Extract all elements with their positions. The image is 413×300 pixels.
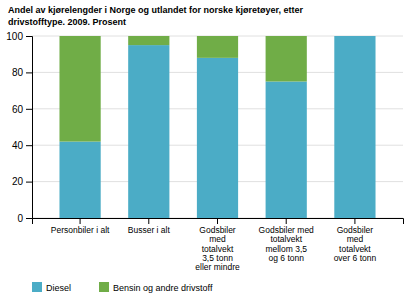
tick: Personbiler i alt (51, 218, 110, 235)
bar (334, 36, 375, 218)
tick-label-line: og 6 tonn (268, 253, 304, 263)
bar (266, 36, 307, 82)
tick: 40 (12, 140, 32, 151)
tick: 80 (12, 67, 32, 78)
tick: 20 (12, 176, 32, 187)
tick-mark (26, 145, 32, 146)
bar (128, 36, 169, 45)
bars (59, 36, 375, 218)
bar (334, 36, 375, 37)
tick: 0 (17, 213, 32, 224)
tick: Busser i alt (128, 218, 171, 235)
axis-line (26, 37, 33, 219)
tick-label: 80 (12, 67, 24, 78)
tick-label: Busser i alt (128, 225, 171, 235)
tick-mark (217, 218, 218, 224)
series (59, 36, 306, 142)
bar (197, 58, 238, 218)
chart: Andel av kjørelengder i Norge og utlande… (0, 0, 413, 300)
tick: Godsbilermedtotalvekt3,5 tonneller mindr… (195, 218, 240, 272)
tick-label: 0 (17, 213, 23, 224)
legend-label: Diesel (46, 283, 71, 293)
tick-label: 60 (12, 104, 24, 115)
tick-label: 100 (6, 31, 23, 42)
tick-label: 40 (12, 140, 24, 151)
tick-label-line: over 6 tonn (334, 253, 377, 263)
x-axis: Personbiler i alt Busser i alt Godsbilerme… (33, 218, 404, 272)
tick-label-line: Personbiler i alt (51, 225, 110, 235)
tick: 100 (6, 31, 32, 42)
series (59, 36, 375, 218)
legend: Diesel Bensin og andre drivstoff (32, 282, 213, 293)
tick-mark (26, 109, 32, 110)
legend-swatch (99, 282, 109, 292)
bar (128, 45, 169, 218)
legend-item: Diesel (32, 282, 71, 293)
tick-mark (26, 36, 32, 37)
tick: Godsbiler medtotalvektmellom 3,5og 6 ton… (259, 218, 315, 263)
tick-mark (80, 218, 81, 224)
tick-mark (26, 182, 32, 183)
title-line: Andel av kjørelengder i Norge og utlande… (8, 5, 304, 15)
tick-mark (354, 218, 355, 224)
tick-mark (26, 218, 32, 219)
bar (266, 82, 307, 219)
tick-label: Godsbilermedtotalvektover 6 tonn (334, 225, 377, 263)
legend-item: Bensin og andre drivstoff (99, 282, 213, 293)
tick-label: Personbiler i alt (51, 225, 110, 235)
tick-label: 20 (12, 176, 24, 187)
tick-label: Godsbilermedtotalvekt3,5 tonneller mindr… (195, 225, 240, 272)
bar (59, 142, 100, 218)
bar (197, 36, 238, 58)
bar (59, 36, 100, 142)
tick-mark (26, 72, 32, 73)
legend-label: Bensin og andre drivstoff (113, 283, 213, 293)
tick-label: Godsbiler medtotalvektmellom 3,5og 6 ton… (259, 225, 315, 263)
title-line: drivstofftype. 2009. Prosent (8, 17, 126, 27)
tick-label-line: eller mindre (195, 262, 240, 272)
tick-mark (286, 218, 287, 224)
tick: 60 (12, 104, 32, 115)
legend-swatch (32, 282, 42, 292)
tick-mark (148, 218, 149, 224)
grid (32, 36, 403, 218)
title: Andel av kjørelengder i Norge og utlande… (8, 5, 304, 27)
tick: Godsbilermedtotalvektover 6 tonn (334, 218, 377, 263)
y-axis: 0 20 40 60 80 100 (6, 31, 32, 224)
tick-label-line: Busser i alt (128, 225, 171, 235)
axis-line (33, 219, 404, 225)
